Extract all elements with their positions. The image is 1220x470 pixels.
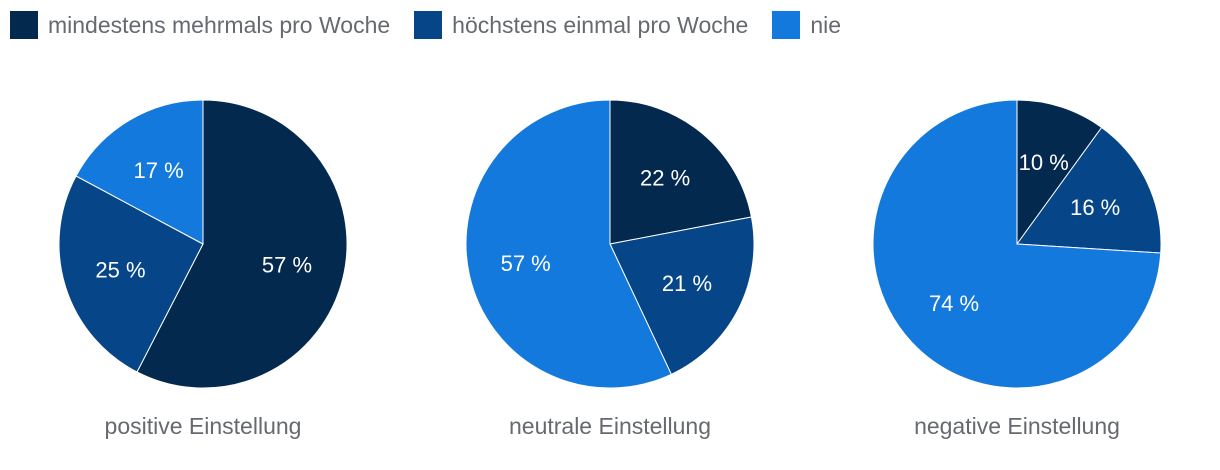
legend-label-mehrmals: mindestens mehrmals pro Woche (48, 11, 391, 38)
pie-title: negative Einstellung (914, 413, 1120, 439)
slice-label-nie: 74 % (929, 291, 979, 316)
slice-label-mehrmals: 10 % (1019, 150, 1069, 175)
slice-label-einmal: 21 % (662, 271, 712, 296)
legend-swatch-mehrmals (10, 11, 38, 39)
legend-swatch-nie (772, 11, 801, 39)
legend-swatch-einmal (414, 11, 443, 39)
pie-slice-einmal (1016, 126, 1162, 254)
legend-item-einmal: höchstens einmal pro Woche (414, 11, 748, 39)
slice-label-nie: 57 % (501, 251, 551, 276)
pie-slice-mehrmals (136, 99, 348, 389)
pie-chart-1: 57 % 25 % 17 % positive Einstellung (58, 99, 348, 439)
legend-label-nie: nie (810, 11, 842, 38)
legend-label-einmal: höchstens einmal pro Woche (452, 11, 749, 38)
pie-slice-nie (872, 99, 1162, 389)
pie-chart-2: 22 % 21 % 57 % neutrale Einstellung (465, 99, 755, 439)
slice-label-mehrmals: 22 % (640, 165, 690, 190)
pie-slice-mehrmals (1016, 99, 1103, 246)
pie-slice-nie (75, 99, 204, 245)
slice-label-einmal: 16 % (1070, 195, 1120, 220)
slice-label-mehrmals: 57 % (262, 252, 312, 277)
pie-slice-einmal (609, 216, 755, 375)
legend: mindestens mehrmals pro Woche höchstens … (10, 9, 865, 41)
legend-item-nie: nie (772, 11, 841, 39)
slice-label-nie: 17 % (134, 158, 184, 183)
pie-slice-nie (465, 99, 672, 389)
legend-item-mehrmals: mindestens mehrmals pro Woche (10, 11, 390, 39)
slice-label-einmal: 25 % (95, 258, 145, 283)
pie-title: positive Einstellung (105, 413, 302, 439)
pie-slice-mehrmals (609, 99, 753, 245)
pie-title: neutrale Einstellung (509, 413, 711, 439)
pie-chart-3: 10 %16 % 74 % negative Einstellung (872, 99, 1162, 439)
